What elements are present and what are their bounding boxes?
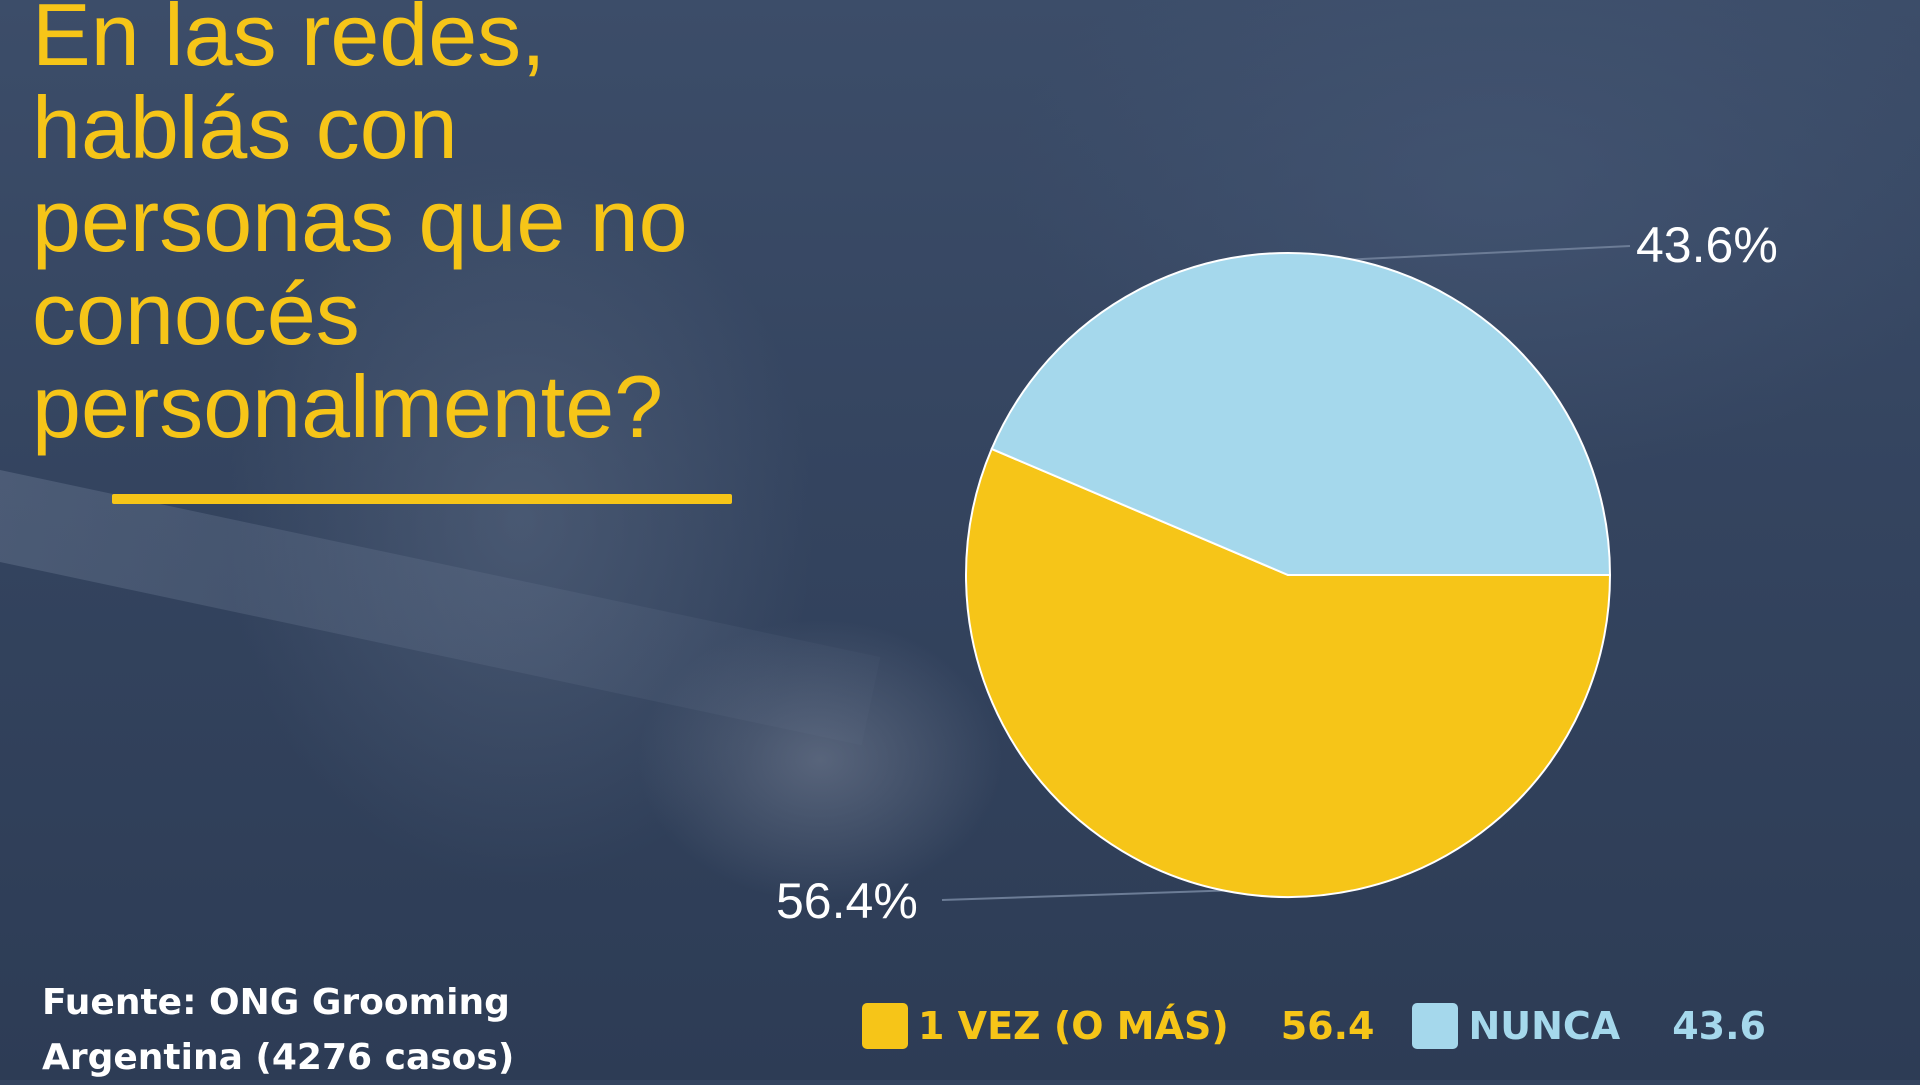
title-line-4: conocés bbox=[32, 264, 360, 363]
data-label-nunca: 43.6% bbox=[1636, 217, 1778, 273]
leader-line-nunca bbox=[1352, 245, 1631, 261]
title-line-2: hablás con bbox=[32, 78, 458, 177]
chart-title: En las redes, hablás con personas que no… bbox=[32, 0, 932, 453]
title-line-5: personalmente? bbox=[32, 357, 664, 456]
legend-label-una-vez: 1 VEZ (O MÁS) bbox=[918, 1004, 1229, 1048]
legend-label-nunca: NUNCA bbox=[1468, 1004, 1621, 1048]
legend-swatch-nunca bbox=[1412, 1003, 1459, 1049]
legend-value-una-vez: 56.4 bbox=[1280, 1004, 1375, 1048]
title-underline bbox=[112, 494, 732, 504]
chart-legend: 1 VEZ (O MÁS) 56.4 NUNCA 43.6 bbox=[862, 998, 1804, 1054]
source-line-1: Fuente: ONG Grooming bbox=[42, 982, 510, 1023]
title-line-1: En las redes, bbox=[32, 0, 546, 84]
data-label-una-vez: 56.4% bbox=[776, 873, 918, 929]
pie-slice-nunca bbox=[990, 252, 1612, 576]
source-line-2: Argentina (4276 casos) bbox=[42, 1037, 515, 1078]
legend-swatch-una-vez bbox=[862, 1003, 908, 1049]
title-line-3: personas que no bbox=[32, 171, 688, 270]
pie-slice-una-vez bbox=[965, 447, 1612, 898]
leader-line-una-vez bbox=[941, 889, 1224, 901]
source-note: Fuente: ONG Grooming Argentina (4276 cas… bbox=[42, 975, 514, 1085]
legend-value-nunca: 43.6 bbox=[1672, 1004, 1766, 1048]
